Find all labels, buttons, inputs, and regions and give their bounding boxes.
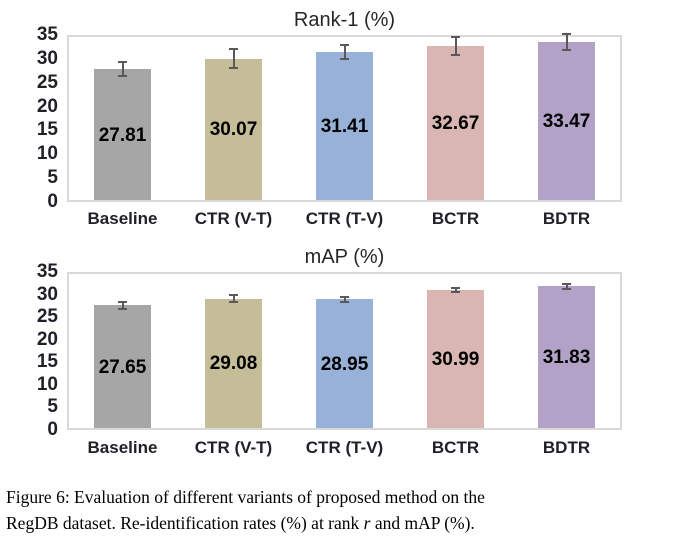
error-bar-cap-top — [340, 44, 349, 47]
x-axis-category-label: CTR (T-V) — [305, 438, 384, 457]
error-bar — [565, 34, 568, 51]
x-axis-category-label: BCTR — [431, 438, 480, 457]
bar-baseline — [94, 305, 151, 428]
bar-value-label: 30.07 — [209, 119, 258, 141]
x-axis-category-label: BDTR — [542, 438, 591, 457]
error-bar-cap-top — [229, 294, 238, 297]
bar-bctr — [427, 290, 484, 428]
y-axis-tick-label: 10 — [36, 373, 58, 395]
error-bar-cap-bottom — [118, 307, 127, 310]
y-axis-tick-label: 25 — [36, 306, 58, 328]
error-bar-cap-top — [340, 295, 349, 298]
y-axis-tick-label: 20 — [36, 95, 58, 117]
error-bar — [121, 301, 124, 309]
error-bar — [565, 284, 568, 289]
x-axis-category-label: BDTR — [542, 209, 591, 228]
bar-value-label: 27.81 — [98, 124, 147, 146]
bar-value-label: 27.65 — [98, 356, 147, 378]
error-bar-cap-top — [562, 283, 571, 286]
bar-ctr-v-t- — [205, 58, 262, 200]
y-axis-tick-label: 30 — [36, 283, 58, 305]
error-bar-cap-bottom — [451, 291, 460, 294]
y-axis-tick-label: 15 — [36, 119, 58, 141]
y-axis-tick-label: 20 — [36, 328, 58, 350]
error-bar — [343, 296, 346, 302]
error-bar-cap-top — [451, 36, 460, 39]
error-bar-cap-bottom — [340, 301, 349, 304]
error-bar — [454, 37, 457, 56]
y-axis-tick-label: 0 — [47, 419, 58, 440]
error-bar-cap-bottom — [451, 54, 460, 57]
chart-title-rank1: Rank-1 (%) — [293, 9, 396, 31]
error-bar-cap-bottom — [562, 49, 571, 52]
error-bar — [121, 62, 124, 77]
caption-line2-before: RegDB dataset. Re-identification rates (… — [6, 513, 364, 533]
bar-bctr — [427, 46, 484, 200]
y-axis-tick-label: 15 — [36, 351, 58, 373]
bar-bdtr — [538, 286, 595, 428]
chart-title-map: mAP (%) — [304, 246, 385, 268]
caption-rank-variable: r — [363, 513, 371, 533]
x-axis-category-label: Baseline — [87, 209, 158, 228]
caption-line1: Figure 6: Evaluation of different varian… — [6, 487, 485, 507]
bar-value-label: 32.67 — [431, 113, 480, 135]
error-bar-cap-top — [118, 61, 127, 64]
y-axis-tick-label: 35 — [36, 261, 58, 282]
error-bar-cap-bottom — [340, 57, 349, 60]
x-axis-category-label: CTR (V-T) — [194, 438, 273, 457]
y-axis-tick-label: 10 — [36, 143, 58, 165]
error-bar-cap-top — [451, 286, 460, 289]
error-bar-cap-bottom — [229, 67, 238, 70]
bar-value-label: 31.41 — [320, 116, 369, 138]
x-axis-category-label: Baseline — [87, 438, 158, 457]
bar-baseline — [94, 69, 151, 200]
y-axis-tick-label: 5 — [47, 167, 58, 189]
bar-bdtr — [538, 42, 595, 200]
error-bar-cap-bottom — [118, 75, 127, 78]
bar-value-label: 31.83 — [542, 347, 591, 369]
bar-ctr-t-v- — [316, 52, 373, 200]
y-axis-tick-label: 25 — [36, 71, 58, 93]
error-bar — [454, 287, 457, 293]
error-bar-cap-top — [118, 300, 127, 303]
error-bar-cap-top — [229, 47, 238, 50]
error-bar — [232, 295, 235, 303]
y-axis-tick-label: 0 — [47, 191, 58, 212]
y-axis-tick-label: 35 — [36, 24, 58, 45]
y-axis-tick-label: 5 — [47, 396, 58, 418]
caption-line2-after: and mAP (%). — [370, 513, 475, 533]
error-bar — [343, 45, 346, 59]
x-axis-category-label: BCTR — [431, 209, 480, 228]
bar-ctr-v-t- — [205, 298, 262, 428]
bar-value-label: 29.08 — [209, 353, 258, 375]
bar-value-label: 33.47 — [542, 111, 591, 133]
bar-value-label: 28.95 — [320, 353, 369, 375]
error-bar — [232, 48, 235, 69]
error-bar-cap-bottom — [562, 287, 571, 290]
error-bar-cap-top — [562, 33, 571, 36]
error-bar-cap-bottom — [229, 301, 238, 304]
x-axis-category-label: CTR (T-V) — [305, 209, 384, 228]
figure-caption: Figure 6: Evaluation of different varian… — [6, 484, 670, 536]
x-axis-category-label: CTR (V-T) — [194, 209, 273, 228]
y-axis-tick-label: 30 — [36, 47, 58, 69]
bar-ctr-t-v- — [316, 299, 373, 428]
bar-value-label: 30.99 — [431, 349, 480, 371]
